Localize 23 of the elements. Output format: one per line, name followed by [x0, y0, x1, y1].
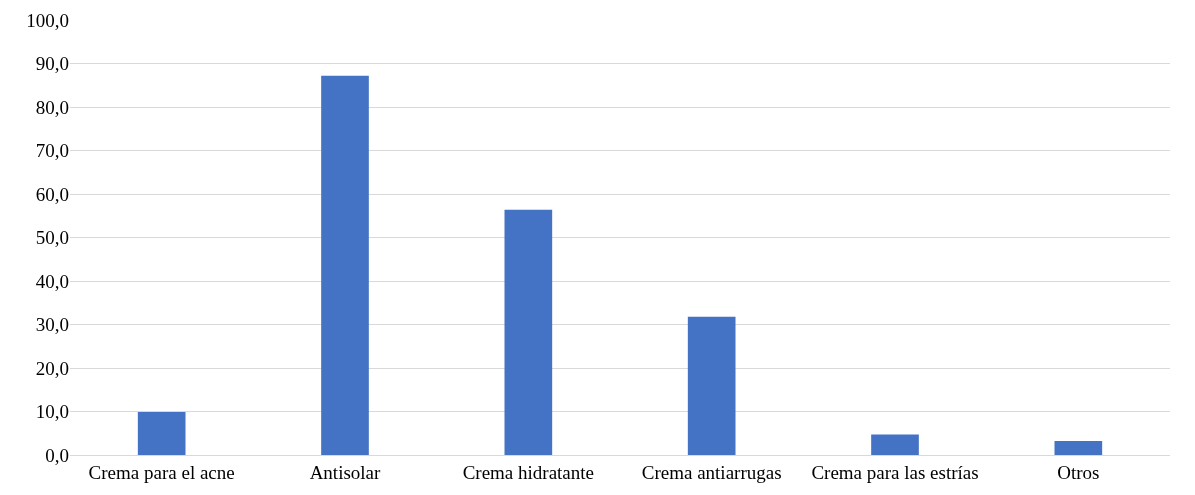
y-tick-label: 20,0 [35, 357, 69, 379]
bar [687, 316, 736, 455]
y-tick-label: 60,0 [35, 183, 69, 205]
x-tick-label: Otros [1057, 461, 1100, 483]
bar [1054, 441, 1103, 455]
x-tick-label: Crema antiarrugas [641, 461, 782, 483]
y-tick-label: 10,0 [35, 401, 69, 423]
y-tick-label: 50,0 [35, 227, 69, 249]
x-tick-label: Crema para las estrías [811, 461, 979, 483]
y-tick-label: 40,0 [35, 270, 69, 292]
bar [504, 209, 553, 455]
y-tick-label: 30,0 [35, 314, 69, 336]
x-tick-label: Crema para el acne [88, 461, 235, 483]
x-tick-label: Antisolar [309, 461, 382, 483]
y-tick-label: 100,0 [26, 9, 69, 31]
bar [137, 411, 186, 455]
y-tick-label: 90,0 [35, 53, 69, 75]
y-tick-label: 70,0 [35, 140, 69, 162]
bar [871, 434, 919, 455]
y-tick-label: 0,0 [45, 444, 69, 466]
x-tick-label: Crema hidratante [462, 461, 595, 483]
bar [321, 75, 369, 455]
y-tick-label: 80,0 [35, 96, 69, 118]
